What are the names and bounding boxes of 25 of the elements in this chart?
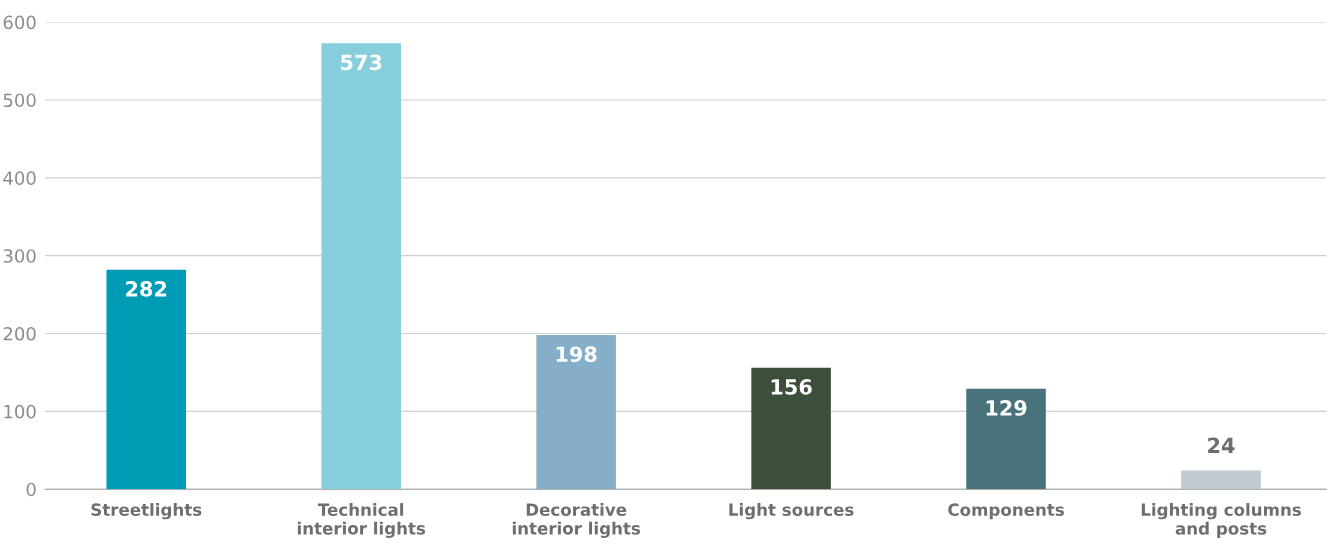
data-label: 573 [341,54,382,71]
x-tick-label: Components [948,503,1064,520]
y-tick-label: 100 [4,404,36,419]
bar [536,335,616,490]
bar [751,367,831,490]
y-tick-label: 500 [3,93,36,108]
x-tick-label: Lighting columns and posts [1141,503,1301,538]
data-label: 24 [1208,437,1235,453]
bar [1181,470,1261,490]
data-label: 156 [771,379,812,395]
y-tick-label: 0 [26,482,36,497]
y-tick-label: 300 [3,249,36,263]
x-tick-label: Decorative interior lights [512,503,641,538]
data-label: 198 [556,346,597,363]
x-tick-label: Light sources [729,503,854,520]
data-label: 129 [986,400,1027,416]
y-tick-label: 200 [3,326,36,341]
y-tick-label: 600 [3,15,36,30]
bar [106,269,186,490]
y-tick-label: 400 [3,171,36,185]
x-tick-label: Streetlights [91,503,202,520]
bar [321,43,401,490]
bar [966,388,1046,490]
data-label: 282 [126,280,167,297]
x-tick-label: Technical interior lights [297,503,426,538]
